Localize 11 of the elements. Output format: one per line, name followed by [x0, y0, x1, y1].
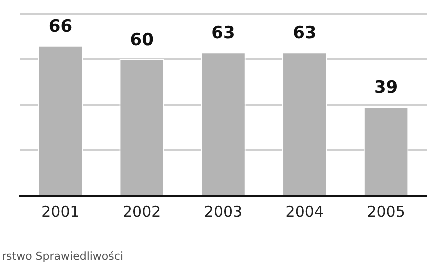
data-label: 39	[374, 78, 398, 98]
x-tick-label: 2003	[204, 202, 243, 221]
x-tick-label: 2001	[42, 202, 80, 221]
x-tick-label: 2002	[123, 202, 162, 221]
x-tick-label: 2004	[286, 202, 324, 221]
x-tick-label: 2005	[367, 202, 406, 221]
text: rstwo Sprawiedliwości	[2, 250, 124, 263]
data-label: 60	[130, 30, 154, 50]
data-label: 63	[212, 24, 236, 44]
data-label: 63	[293, 24, 317, 44]
data-label: 66	[48, 16, 73, 37]
